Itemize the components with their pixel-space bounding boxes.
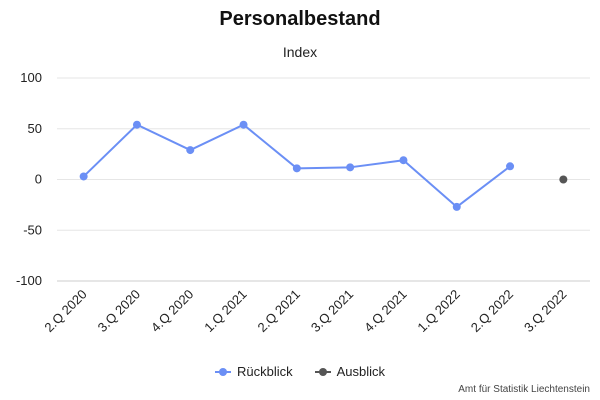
- chart-subtitle: Index: [282, 44, 318, 60]
- data-point-rueckblick[interactable]: [186, 146, 195, 155]
- y-tick-label: -50: [23, 222, 42, 237]
- legend-marker-rueckblick: [214, 367, 231, 377]
- y-axis-ticks: 100 50 0 -50 -100: [16, 70, 42, 288]
- data-point-rueckblick[interactable]: [239, 120, 248, 129]
- data-point-rueckblick[interactable]: [79, 172, 88, 181]
- y-tick-label: 0: [35, 172, 42, 187]
- x-tick-label: 4.Q 2021: [361, 287, 409, 335]
- x-axis-ticks: 2.Q 2020 3.Q 2020 4.Q 2020 1.Q 2021 2.Q 2021…: [41, 287, 569, 335]
- data-point-ausblick[interactable]: [559, 175, 568, 184]
- data-point-rueckblick[interactable]: [452, 202, 461, 211]
- x-tick-label: 3.Q 2021: [308, 287, 356, 335]
- x-tick-label: 1.Q 2021: [201, 287, 249, 335]
- x-tick-label: 3.Q 2022: [521, 287, 569, 335]
- y-tick-label: 100: [20, 70, 42, 85]
- gridlines: [57, 77, 590, 282]
- y-tick-label: 50: [28, 121, 42, 136]
- data-point-rueckblick[interactable]: [346, 163, 355, 172]
- legend-label-ausblick: Ausblick: [336, 364, 386, 379]
- chart-title: Personalbestand: [219, 8, 381, 30]
- data-point-rueckblick[interactable]: [506, 162, 515, 171]
- y-tick-label: -100: [16, 273, 42, 288]
- legend-label-rueckblick: Rückblick: [236, 364, 293, 379]
- x-tick-label: 3.Q 2020: [95, 287, 143, 335]
- legend-marker-ausblick: [314, 367, 331, 377]
- x-tick-label: 4.Q 2020: [148, 287, 196, 335]
- data-point-rueckblick[interactable]: [132, 120, 141, 129]
- data-point-rueckblick[interactable]: [399, 156, 408, 165]
- x-tick-label: 2.Q 2021: [255, 287, 303, 335]
- x-tick-label: 1.Q 2022: [414, 287, 462, 335]
- data-point-rueckblick[interactable]: [292, 164, 301, 173]
- legend-item-ausblick[interactable]: Ausblick: [314, 364, 386, 379]
- legend-item-rueckblick[interactable]: Rückblick: [214, 364, 293, 379]
- series-layer: [79, 120, 568, 211]
- credits[interactable]: Amt für Statistik Liechtenstein: [458, 384, 590, 395]
- x-tick-label: 2.Q 2020: [41, 287, 89, 335]
- legend: Rückblick Ausblick: [0, 364, 600, 379]
- x-tick-label: 2.Q 2022: [468, 287, 516, 335]
